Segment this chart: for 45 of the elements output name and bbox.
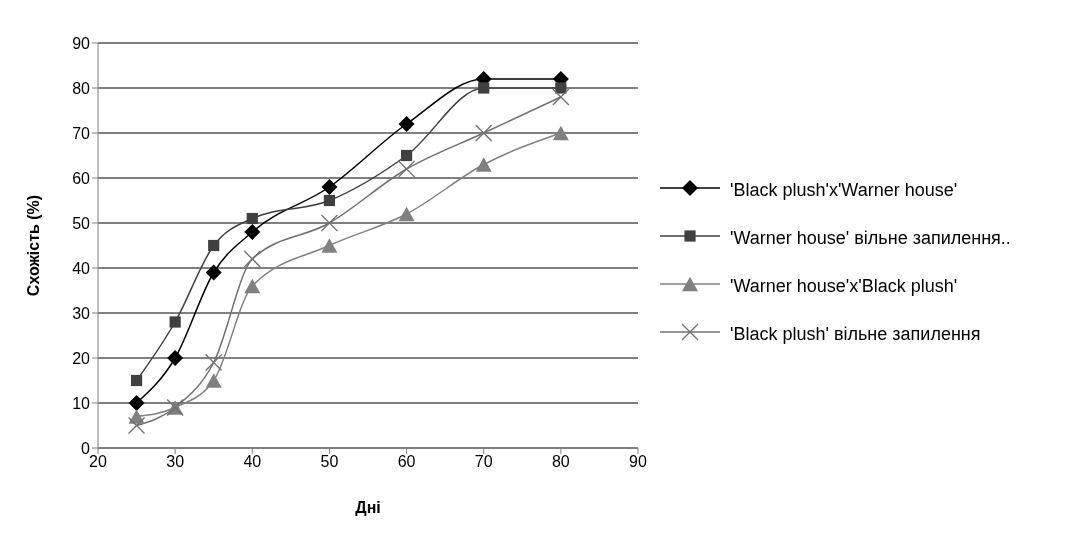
y-tick-label: 0: [81, 439, 91, 457]
legend-label: 'Warner house'x'Black plush': [730, 275, 959, 298]
point: [130, 374, 143, 387]
point: [169, 316, 181, 328]
point: [244, 278, 261, 294]
x-tick-label: 60: [397, 453, 416, 471]
point: [398, 206, 415, 222]
legend-label: 'Warner house' вільне запилення..: [730, 227, 1012, 250]
y-tick-label: 90: [72, 34, 91, 52]
point: [246, 212, 258, 225]
x-tick-label: 40: [243, 453, 262, 471]
x-tick-label: 90: [629, 453, 647, 471]
y-tick-label: 70: [72, 124, 91, 142]
y-tick-label: 40: [72, 259, 91, 277]
point: [321, 179, 338, 195]
x-tick-label: 80: [551, 453, 570, 471]
point: [128, 409, 145, 424]
y-tick-label: 50: [72, 214, 91, 232]
x-tick-label: 50: [320, 453, 339, 471]
point: [128, 395, 145, 411]
point: [205, 264, 222, 281]
point: [323, 194, 336, 207]
y-tick-label: 10: [72, 394, 91, 412]
point: [321, 238, 338, 253]
y-tick-label: 20: [72, 349, 91, 367]
y-tick-label: 80: [72, 79, 91, 97]
x-axis-title: Дні: [355, 499, 381, 516]
point: [205, 373, 222, 388]
point: [398, 116, 415, 132]
x-tick-label: 20: [89, 453, 107, 471]
point: [208, 239, 220, 252]
point: [475, 157, 492, 172]
point: [167, 350, 184, 366]
point: [244, 224, 261, 240]
point: [478, 82, 490, 94]
point: [400, 149, 413, 162]
x-tick-label: 30: [166, 453, 185, 471]
y-tick-label: 30: [72, 304, 91, 322]
legend-label: 'Black plush' вільне запилення: [730, 323, 982, 346]
x-tick-label: 70: [474, 453, 493, 471]
point: [555, 82, 567, 94]
point: [552, 125, 569, 141]
legend-label: 'Black plush'x'Warner house': [730, 179, 959, 202]
y-tick-label: 60: [72, 169, 91, 187]
y-axis-title: Схожість (%): [24, 194, 42, 297]
